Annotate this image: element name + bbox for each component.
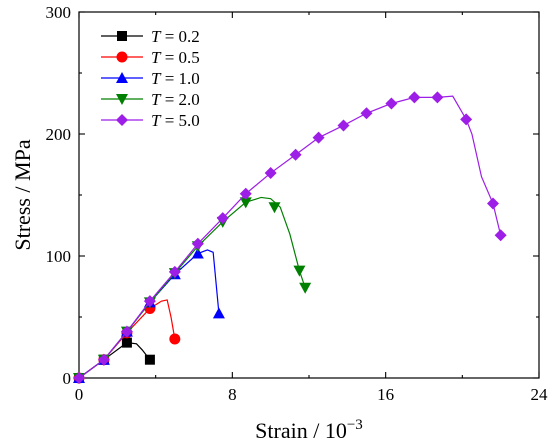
- data-point-diamond: [264, 167, 277, 180]
- legend-label: T = 2.0: [151, 90, 200, 109]
- x-axis-title: Strain / 10−3: [255, 417, 363, 443]
- legend-marker-triangle-down: [116, 94, 128, 105]
- x-axis-title-exponent: −3: [347, 417, 363, 433]
- legend-label: T = 5.0: [151, 111, 200, 130]
- legend-item: T = 5.0: [101, 111, 200, 130]
- series-line: [78, 196, 306, 379]
- legend: T = 0.2T = 0.5T = 1.0T = 2.0T = 5.0: [101, 27, 200, 130]
- data-point-square: [121, 337, 132, 348]
- legend-variable: T: [151, 111, 162, 130]
- axes: 0 8 16 24 0 100 200 300: [46, 3, 549, 404]
- y-tick-label: 300: [46, 3, 72, 22]
- plot-frame: [78, 11, 540, 379]
- legend-marker-circle: [116, 51, 128, 63]
- data-point-square: [144, 354, 155, 365]
- x-tick-label: 8: [228, 385, 237, 404]
- data-point-triangle-down: [299, 282, 312, 294]
- series-4: [73, 91, 507, 384]
- legend-label: T = 0.5: [151, 48, 200, 67]
- data-point-triangle-down: [268, 202, 281, 214]
- series-0: [74, 337, 155, 383]
- legend-variable: T: [151, 27, 162, 46]
- legend-label: T = 1.0: [151, 69, 200, 88]
- legend-value: = 2.0: [160, 90, 199, 109]
- series-layer: [73, 91, 507, 384]
- data-point-diamond: [216, 212, 229, 225]
- legend-variable: T: [151, 48, 162, 67]
- data-point-diamond: [73, 372, 85, 384]
- data-point-diamond: [97, 353, 110, 366]
- legend-marker-triangle-up: [116, 72, 128, 83]
- y-axis-title: Stress / MPa: [10, 139, 35, 250]
- data-point-diamond: [360, 107, 373, 120]
- data-point-circle: [169, 333, 181, 345]
- y-tick-label: 100: [46, 247, 72, 266]
- legend-marker-square: [117, 31, 127, 41]
- legend-value: = 0.5: [160, 48, 199, 67]
- data-point-diamond: [385, 97, 398, 110]
- legend-variable: T: [151, 90, 162, 109]
- data-point-diamond: [239, 187, 252, 200]
- data-point-diamond: [168, 265, 181, 278]
- x-tick-label: 0: [75, 385, 84, 404]
- data-point-diamond: [460, 113, 473, 126]
- legend-value: = 5.0: [160, 111, 199, 130]
- x-axis-title-main: Strain / 10: [255, 418, 347, 443]
- legend-item: T = 1.0: [101, 69, 200, 88]
- legend-label: T = 0.2: [151, 27, 200, 46]
- x-tick-label: 16: [377, 385, 394, 404]
- data-point-triangle-down: [239, 197, 252, 209]
- data-point-triangle-up: [212, 307, 225, 319]
- data-point-diamond: [120, 325, 133, 338]
- data-point-diamond: [431, 91, 444, 104]
- legend-item: T = 0.2: [101, 27, 200, 46]
- data-point-diamond: [143, 295, 156, 308]
- series-line: [78, 95, 502, 379]
- legend-value: = 0.2: [160, 27, 199, 46]
- legend-marker-diamond: [116, 114, 128, 126]
- data-point-triangle-up: [191, 247, 204, 259]
- data-point-diamond: [289, 148, 302, 161]
- y-tick-label: 200: [46, 125, 72, 144]
- data-point-triangle-down: [293, 265, 306, 277]
- data-point-diamond: [191, 237, 204, 250]
- legend-variable: T: [151, 69, 162, 88]
- legend-value: = 1.0: [160, 69, 199, 88]
- y-tick-label: 0: [63, 369, 72, 388]
- data-point-diamond: [487, 197, 499, 210]
- x-tick-label: 24: [531, 385, 549, 404]
- data-point-diamond: [312, 131, 325, 144]
- data-point-diamond: [494, 229, 507, 242]
- data-point-diamond: [408, 91, 421, 104]
- data-point-diamond: [337, 119, 350, 132]
- series-3: [73, 196, 312, 384]
- legend-item: T = 0.5: [101, 48, 200, 67]
- legend-item: T = 2.0: [101, 90, 200, 109]
